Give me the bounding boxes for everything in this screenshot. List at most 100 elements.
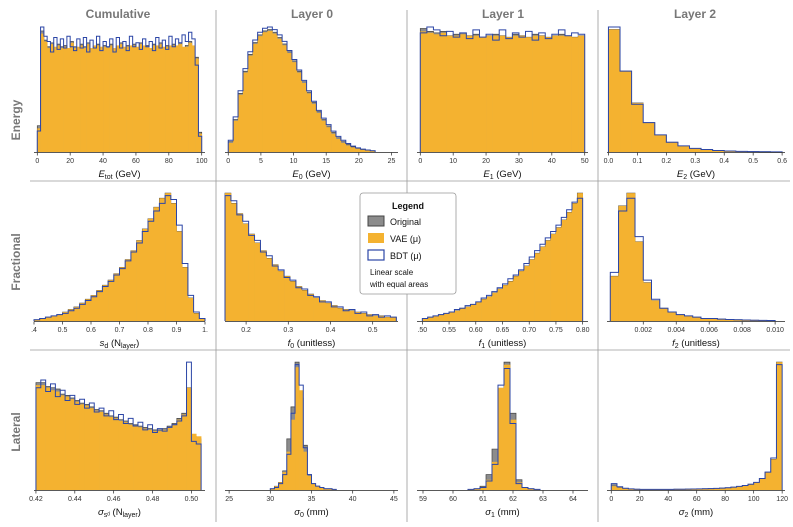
bar-vae	[299, 390, 304, 490]
bar-vae	[96, 290, 103, 321]
bar-vae	[306, 93, 312, 152]
x-tick-label: 0.70	[522, 327, 536, 334]
bar-vae	[349, 310, 356, 321]
bar-vae	[272, 264, 279, 321]
x-tick-label: 0.1	[633, 158, 643, 165]
bar-vae	[551, 35, 559, 152]
bar-vae	[50, 390, 56, 490]
bar-vae	[486, 35, 493, 152]
step-line-bdt	[421, 197, 584, 321]
x-tick-label: 0.8	[143, 327, 153, 334]
bar-vae	[635, 241, 644, 321]
panel-r2c3: 0 20 40 60 80 100 120 σ2 (mm)	[607, 361, 788, 519]
x-tick-label: 0.55	[442, 327, 456, 334]
x-tick-label: 0.80	[576, 327, 590, 334]
bar-vae	[89, 408, 95, 490]
x-tick-label: 60	[693, 496, 701, 503]
bar-vae	[708, 488, 715, 490]
bar-vae	[545, 37, 553, 152]
x-axis-label: f1 (unitless)	[479, 338, 527, 350]
bar-vae	[499, 35, 507, 152]
bar-vae	[108, 417, 114, 490]
bar-vae	[516, 482, 523, 490]
x-tick-label: 0.6	[777, 158, 787, 165]
bar-vae	[307, 294, 314, 321]
bar-vae	[51, 315, 58, 321]
bar-vae	[433, 34, 441, 152]
series-original	[611, 362, 783, 490]
bar-vae	[145, 46, 150, 152]
bar-vae	[323, 488, 329, 490]
bar-vae	[486, 296, 493, 321]
bar-vae	[335, 138, 342, 152]
bar-vae	[365, 150, 371, 152]
bar-vae	[148, 218, 154, 321]
bar-vae	[175, 45, 179, 152]
column-title-layer-1: Layer 1	[482, 7, 524, 21]
bar-vae	[742, 319, 751, 321]
bar-vae	[295, 367, 300, 490]
x-tick-label: 80	[165, 158, 173, 165]
bar-vae	[311, 103, 317, 152]
x-tick-label: 5	[259, 158, 263, 165]
x-tick-label: 80	[721, 496, 729, 503]
bar-vae	[262, 32, 268, 153]
bar-vae	[74, 401, 80, 490]
bar-vae	[325, 303, 332, 321]
bar-vae	[446, 35, 454, 152]
column-title-cumulative: Cumulative	[86, 7, 151, 21]
bar-vae	[128, 424, 134, 490]
bar-vae	[532, 35, 539, 152]
bar-vae	[167, 427, 173, 490]
step-line-bdt	[35, 361, 202, 490]
x-tick-label: 0.50	[185, 496, 199, 503]
bar-vae	[433, 315, 439, 321]
bar-vae	[378, 315, 385, 321]
bar-vae	[518, 271, 525, 321]
x-tick-label: 15	[322, 158, 330, 165]
bar-vae	[96, 45, 101, 152]
x-axis-label: σ0 (mm)	[294, 507, 328, 519]
bar-vae	[136, 240, 143, 321]
bar-vae	[577, 193, 583, 321]
bar-vae	[497, 289, 503, 321]
step-line-bdt	[269, 364, 337, 490]
bar-vae	[113, 273, 120, 321]
bar-vae	[692, 317, 702, 321]
bar-vae	[712, 150, 725, 152]
x-tick-label: 0.5	[58, 327, 68, 334]
step-line-bdt	[36, 26, 203, 152]
bar-vae	[384, 317, 391, 321]
legend-swatch-vae	[368, 233, 384, 243]
series-vae	[422, 193, 583, 321]
bar-vae	[319, 300, 326, 321]
bar-vae	[301, 290, 309, 321]
bar-vae	[736, 486, 743, 490]
x-axis-label: E0 (GeV)	[292, 169, 330, 181]
panel-r2c0: 0.42 0.44 0.46 0.48 0.50 σsᵈ (Nlayer)	[29, 361, 205, 519]
bar-vae	[753, 482, 760, 490]
x-tick-label: 0.0	[604, 158, 614, 165]
legend-title: Legend	[392, 201, 424, 211]
bar-vae	[159, 198, 166, 321]
bar-vae	[236, 213, 244, 321]
bar-vae	[40, 385, 46, 490]
x-tick-label: 35	[308, 496, 316, 503]
bar-vae	[522, 487, 529, 490]
bar-vae	[529, 259, 535, 321]
step-line-bdt	[419, 26, 586, 152]
bar-vae	[76, 46, 81, 152]
bar-vae	[147, 429, 153, 490]
column-title-layer-2: Layer 2	[674, 7, 716, 21]
bar-vae	[187, 297, 194, 321]
x-tick-label: 0.010	[766, 327, 784, 334]
bar-vae	[99, 46, 104, 152]
bar-vae	[142, 228, 149, 321]
bar-vae	[195, 58, 199, 152]
bar-vae	[79, 303, 86, 321]
bar-vae	[420, 31, 428, 152]
panel-separators	[30, 10, 790, 522]
bar-vae	[472, 35, 480, 152]
bar-vae	[709, 318, 718, 321]
bar-vae	[176, 419, 182, 490]
